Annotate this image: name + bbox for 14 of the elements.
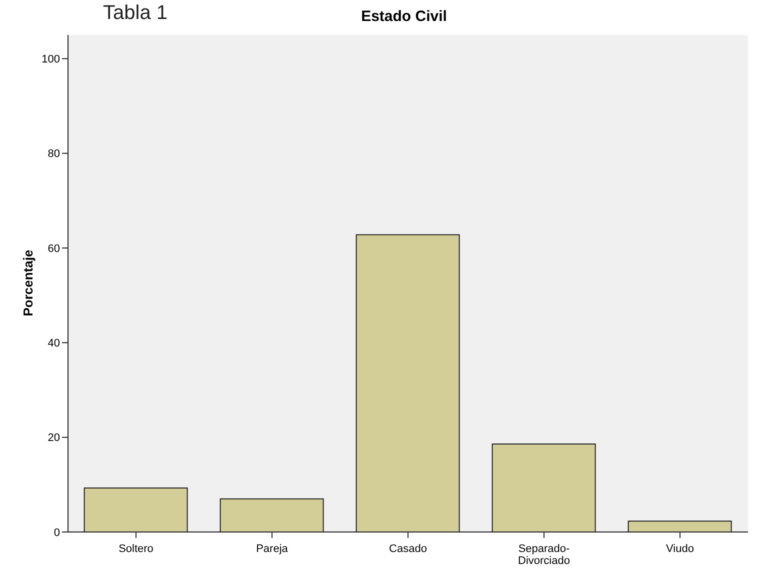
x-tick-label: Pareja	[256, 543, 289, 555]
chart-title: Estado Civil	[361, 8, 447, 25]
x-tick-label: Viudo	[666, 543, 694, 555]
y-tick-label: 20	[48, 432, 60, 444]
x-tick-label: Separado-Divorciado	[518, 543, 570, 567]
y-axis-title: Porcentaje	[20, 250, 36, 316]
y-tick-label: 40	[48, 338, 60, 350]
y-tick-label: 100	[42, 54, 60, 66]
x-tick-label: Casado	[389, 543, 427, 555]
text: Tabla 1	[103, 2, 168, 25]
y-tick-label: 0	[54, 526, 60, 539]
x-tick-label: Soltero	[118, 543, 154, 555]
y-tick-label: 60	[48, 242, 60, 255]
y-tick-label: 80	[48, 148, 60, 160]
